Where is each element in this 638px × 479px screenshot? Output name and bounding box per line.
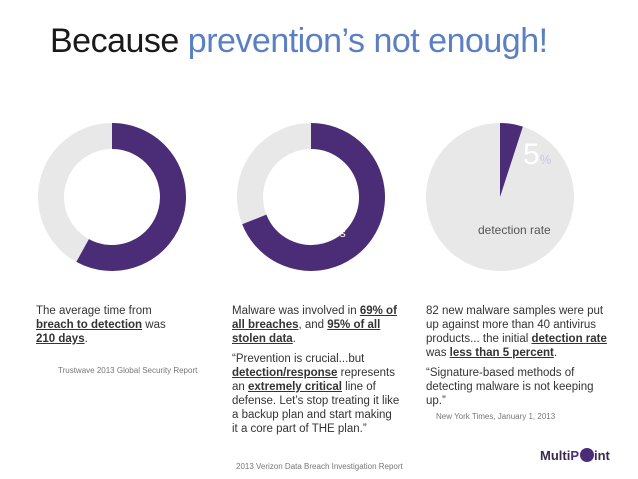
ring-chart	[38, 123, 186, 271]
stat-detection-unit: %	[539, 152, 552, 167]
title-part2: prevention’s not enough!	[187, 22, 548, 60]
stat-detection-label: detection rate	[478, 223, 551, 237]
gauge-210-days	[37, 122, 187, 272]
multipoint-logo: MultiP int	[540, 448, 610, 463]
ring-fill-arc	[242, 123, 385, 271]
pie-chart	[426, 123, 574, 271]
days-description: The average time from breach to detectio…	[36, 305, 166, 345]
stat-breaches-number: 69%	[278, 186, 339, 219]
stat-column-3-text: 82 new malware samples were put up again…	[426, 304, 614, 414]
stat-column-1-text: The average time from breach to detectio…	[36, 304, 188, 352]
logo-mark-icon	[580, 448, 594, 462]
breaches-description: Malware was involved in 69% of all breac…	[232, 305, 397, 345]
ring-fill-arc	[76, 123, 186, 271]
gauge-5-percent	[425, 122, 575, 272]
ring-chart	[237, 123, 385, 271]
gauge-69-percent	[236, 122, 386, 272]
source-verizon: 2013 Verizon Data Breach Investigation R…	[236, 462, 403, 471]
title-part1: Because	[50, 22, 179, 60]
prevention-quote: “Prevention is crucial...but detection/r…	[232, 353, 400, 435]
page-title: Because prevention’s not enough!	[50, 22, 548, 61]
source-trustwave: Trustwave 2013 Global Security Report	[58, 366, 198, 375]
stat-breaches-label: of breaches	[283, 226, 346, 240]
stat-column-2-text: Malware was involved in 69% of all breac…	[232, 304, 400, 442]
pie-slice-detection	[500, 123, 523, 197]
detection-description: 82 new malware samples were put up again…	[426, 305, 607, 359]
source-nyt: New York Times, January 1, 2013	[436, 412, 556, 421]
stat-days-number: 210	[67, 180, 118, 213]
stat-detection-number: 5%	[523, 140, 551, 170]
stat-detection-value: 5	[523, 138, 540, 171]
signature-quote: “Signature-based methods of detecting ma…	[426, 367, 594, 407]
stat-days-label: days	[87, 222, 121, 239]
